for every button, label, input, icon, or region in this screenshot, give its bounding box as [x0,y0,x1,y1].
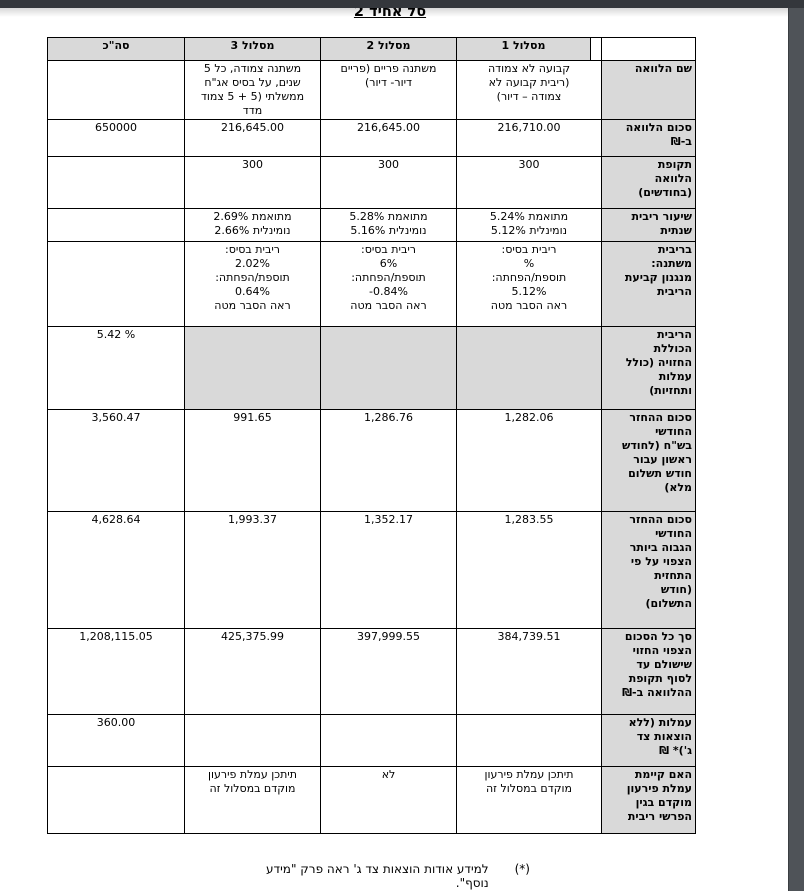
cell-totalrate-track1-shaded [456,326,602,410]
cell-mechanism-total [47,241,185,327]
cell-loan-name-track2: משתנה פריים (פריים דיור- דיור) [320,60,457,120]
cell-fees-total: 360.00 [47,714,185,767]
header-stub-cell [590,37,602,61]
row-label-loan-name: שם הלוואה [601,60,696,120]
header-cell-total: סה"כ [47,37,185,61]
cell-rate-track3: מתואמת 2.69% נומינלית 2.66% [184,208,321,242]
cell-rate-track1: מתואמת 5.24% נומינלית 5.12% [456,208,602,242]
cell-highest-track2: 1,352.17 [320,511,457,629]
table-row-fees: עמלות (ללא הוצאות צד ג')* ₪ 360.00 [47,714,696,767]
row-label-annual-rate: שיעור ריבית שנתית [601,208,696,242]
cell-period-total [47,156,185,209]
table-row-loan-amount: סכום הלוואה ב-₪ 216,710.00 216,645.00 21… [47,119,696,157]
header-cell-track1: מסלול 1 [456,37,591,61]
cell-period-track1: 300 [456,156,602,209]
cell-amount-track2: 216,645.00 [320,119,457,157]
cell-repayment-track1: 1,282.06 [456,409,602,512]
table-row-annual-rate: שיעור ריבית שנתית מתואמת 5.24% נומינלית … [47,208,696,242]
cell-loan-name-total [47,60,185,120]
toolbar-shadow [0,8,789,17]
cell-totalpay-track3: 425,375.99 [184,628,321,715]
cell-mechanism-track1: ריבית בסיס: % תוספת/הפחתה: 5.12% ראה הסב… [456,241,602,327]
table-row-loan-period: תקופת הלוואה (בחודשים) 300 300 300 [47,156,696,209]
table-row-total-projected-rate: הריבית הכוללת החזויה (כולל עמלות ותחזיות… [47,326,696,410]
cell-rate-track2: מתואמת 5.28% נומינלית 5.16% [320,208,457,242]
viewer-background-band [788,0,804,891]
cell-fees-track1 [456,714,602,767]
cell-mechanism-track3: ריבית בסיס: 2.02% תוספת/הפחתה: 0.64% ראה… [184,241,321,327]
cell-highest-track1: 1,283.55 [456,511,602,629]
cell-totalrate-total: ⁦5.42 %⁩ [47,326,185,410]
cell-loan-name-track1: קבועה לא צמודה (ריבית קבועה לא צמודה – ד… [456,60,602,120]
cell-fees-track2 [320,714,457,767]
cell-totalrate-track3-shaded [184,326,321,410]
viewer-toolbar-edge [0,0,804,8]
cell-period-track2: 300 [320,156,457,209]
header-cell-track3: מסלול 3 [184,37,321,61]
row-label-highest-repayment: סכום ההחזר החודשי הגבוה ביותר הצפוי על פ… [601,511,696,629]
row-label-monthly-repayment: סכום ההחזר החודשי בש"ח (לחודש ראשון עבור… [601,409,696,512]
cell-highest-track3: 1,993.37 [184,511,321,629]
header-cell-track2: מסלול 2 [320,37,457,61]
cell-mechanism-track2: ריבית בסיס: 6% תוספת/הפחתה: ⁦-0.84%⁩ ראה… [320,241,457,327]
table-row-loan-name: שם הלוואה קבועה לא צמודה (ריבית קבועה לא… [47,60,696,120]
cell-rate-total [47,208,185,242]
cell-fees-track3 [184,714,321,767]
cell-prepay-total [47,766,185,834]
row-label-loan-amount: סכום הלוואה ב-₪ [601,119,696,157]
cell-repayment-total: 3,560.47 [47,409,185,512]
table-row-prepayment-fee: האם קיימת עמלת פירעון מוקדם בגין הפרשי ר… [47,766,696,834]
cell-amount-track1: 216,710.00 [456,119,602,157]
row-label-fees: עמלות (ללא הוצאות צד ג')* ₪ [601,714,696,767]
cell-repayment-track3: 991.65 [184,409,321,512]
cell-totalrate-track2-shaded [320,326,457,410]
table-row-total-expected-payment: סך כל הסכום הצפוי החזוי שישולם עד לסוף ת… [47,628,696,715]
cell-prepay-track1: תיתכן עמלת פירעון מוקדם במסלול זה [456,766,602,834]
cell-totalpay-track2: 397,999.55 [320,628,457,715]
table-row-highest-repayment: סכום ההחזר החודשי הגבוה ביותר הצפוי על פ… [47,511,696,629]
cell-loan-name-track3: משתנה צמודה, כל 5 שנים, על בסיס אג"ח ממש… [184,60,321,120]
loan-comparison-table: מסלול 1 מסלול 2 מסלול 3 סה"כ שם הלוואה ק… [47,37,696,834]
cell-highest-total: 4,628.64 [47,511,185,629]
row-label-loan-period: תקופת הלוואה (בחודשים) [601,156,696,209]
header-empty-corner [601,37,696,61]
cell-totalpay-total: 1,208,115.05 [47,628,185,715]
cell-amount-total: 650000 [47,119,185,157]
page-title: סל אחיד 2 [353,4,427,20]
footnote-text: למידע אודות הוצאות צד ג' ראה פרק "מידע נ… [266,862,489,890]
table-row-rate-mechanism: בריבית משתנה: מנגנון קביעת הריבית ריבית … [47,241,696,327]
table-row-monthly-repayment: סכום ההחזר החודשי בש"ח (לחודש ראשון עבור… [47,409,696,512]
cell-prepay-track2: לא [320,766,457,834]
cell-repayment-track2: 1,286.76 [320,409,457,512]
cell-amount-track3: 216,645.00 [184,119,321,157]
cell-prepay-track3: תיתכן עמלת פירעון מוקדם במסלול זה [184,766,321,834]
row-label-rate-mechanism: בריבית משתנה: מנגנון קביעת הריבית [601,241,696,327]
row-label-prepayment-fee: האם קיימת עמלת פירעון מוקדם בגין הפרשי ר… [601,766,696,834]
cell-period-track3: 300 [184,156,321,209]
footnote: (*) למידע אודות הוצאות צד ג' ראה פרק "מי… [240,862,530,890]
row-label-total-expected-payment: סך כל הסכום הצפוי החזוי שישולם עד לסוף ת… [601,628,696,715]
footnote-marker: (*) [514,862,530,876]
row-label-total-projected-rate: הריבית הכוללת החזויה (כולל עמלות ותחזיות… [601,326,696,410]
table-header-row: מסלול 1 מסלול 2 מסלול 3 סה"כ [47,37,696,61]
cell-totalpay-track1: 384,739.51 [456,628,602,715]
